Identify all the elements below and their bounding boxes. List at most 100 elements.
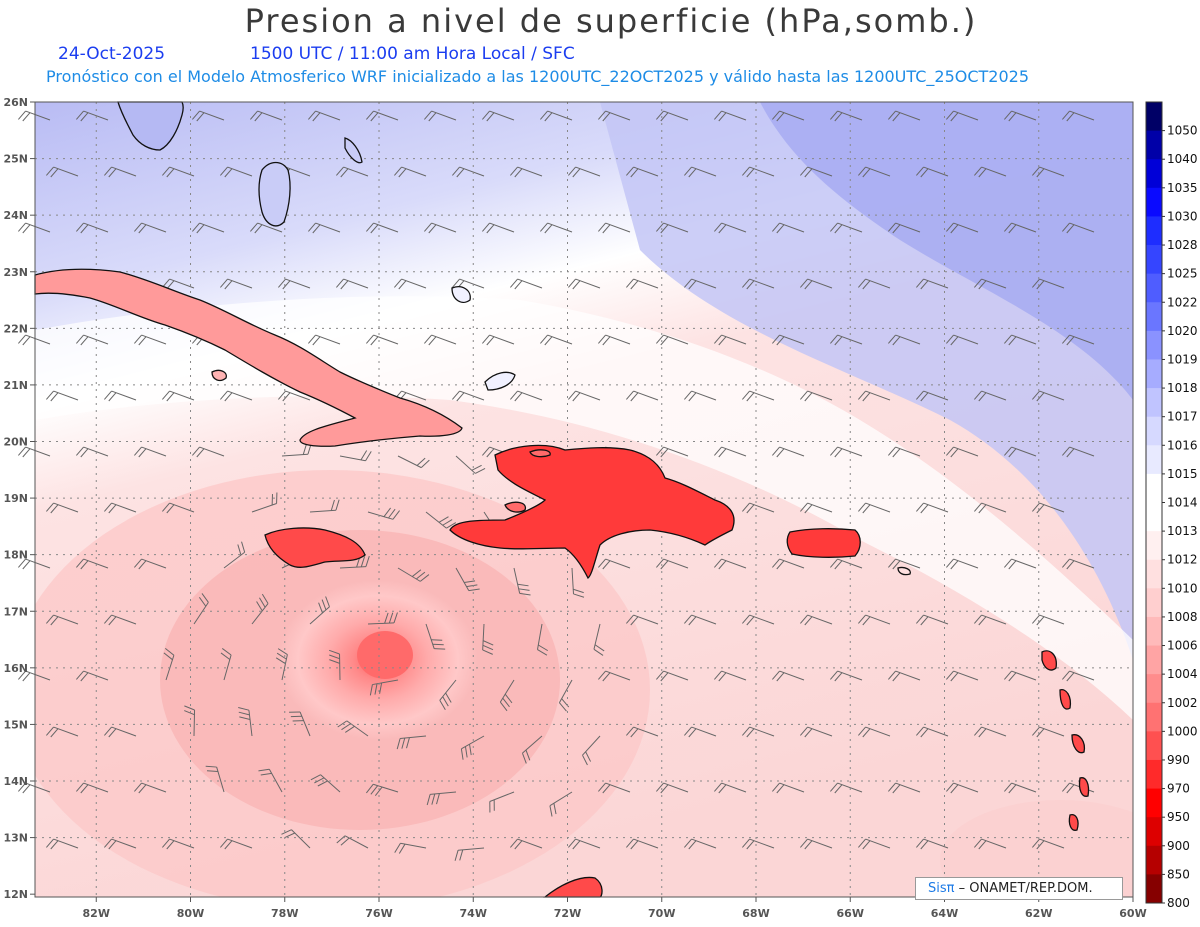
wind-barb <box>946 670 979 682</box>
valid-time: 1500 UTC / 11:00 am Hora Local / SFC <box>250 44 575 64</box>
lat-lon-grid <box>35 102 1133 897</box>
wind-barb <box>916 166 949 178</box>
wind-barb <box>499 679 515 712</box>
wind-barb <box>568 278 601 290</box>
wind-barb <box>162 390 195 402</box>
wind-barb <box>742 614 775 626</box>
wind-barb <box>238 707 253 737</box>
wind-barb <box>742 726 775 738</box>
wind-barb <box>540 334 573 346</box>
wind-barb <box>220 838 253 850</box>
wind-barb <box>18 782 51 794</box>
wind-barb <box>656 110 689 122</box>
wind-barb <box>250 222 283 234</box>
wind-barb <box>220 390 253 402</box>
wind-barb <box>946 222 979 234</box>
wind-barb <box>772 670 805 682</box>
colorbar-label: 1040 <box>1167 152 1198 166</box>
wind-barb <box>858 278 891 290</box>
wind-barb <box>76 334 109 346</box>
colorbar-label: 1016 <box>1167 438 1198 452</box>
wind-barb <box>337 720 369 737</box>
colorbar-label: 1012 <box>1167 553 1198 567</box>
wind-barb <box>308 334 341 346</box>
wind-barb <box>394 842 427 854</box>
colorbar-label: 1013 <box>1167 524 1198 538</box>
wind-barb <box>684 614 717 626</box>
wind-barb <box>46 726 79 738</box>
lat-label: 26N <box>3 96 28 109</box>
colorbar-label: 1010 <box>1167 581 1198 595</box>
wind-barb <box>1004 670 1037 682</box>
lon-label: 66W <box>837 907 864 920</box>
wind-barb <box>394 278 427 290</box>
wind-barb <box>830 782 863 794</box>
wind-barb <box>460 735 485 760</box>
wind-barb <box>742 390 775 402</box>
wind-barb <box>772 334 805 346</box>
wind-barb <box>162 502 195 514</box>
wind-barb <box>193 593 209 625</box>
wind-barb <box>278 390 311 402</box>
wind-barb <box>278 278 311 290</box>
wind-barb <box>800 502 833 514</box>
wind-barb <box>1062 222 1095 234</box>
wind-barb <box>974 390 1007 402</box>
wind-barb <box>396 735 427 750</box>
colorbar-label: 990 <box>1167 753 1190 767</box>
wind-barb <box>1004 446 1037 458</box>
wind-barb <box>540 110 573 122</box>
wind-barb <box>888 334 921 346</box>
wind-barb <box>598 670 631 682</box>
wind-barb <box>424 334 457 346</box>
colorbar-swatch <box>1146 759 1162 790</box>
lat-label: 24N <box>3 209 28 222</box>
wind-barb <box>482 110 515 122</box>
southeast-pink <box>940 800 1133 897</box>
wind-barb <box>888 670 921 682</box>
wind-barb <box>489 791 515 813</box>
colorbar-swatch <box>1146 359 1162 389</box>
wind-barb <box>858 614 891 626</box>
colorbar-swatch <box>1146 445 1162 475</box>
wind-barb <box>162 166 195 178</box>
wind-barb <box>366 334 399 346</box>
wind-barb <box>134 222 167 234</box>
wind-barb <box>336 166 369 178</box>
wind-barb <box>598 334 631 346</box>
wind-barb <box>888 446 921 458</box>
wind-barb <box>482 334 515 346</box>
wind-barb <box>452 166 485 178</box>
wind-barb <box>104 614 137 626</box>
wind-barb <box>369 679 399 696</box>
eleuthera <box>344 137 363 164</box>
wind-barb <box>426 791 457 806</box>
wind-barb <box>916 726 949 738</box>
wind-barb <box>830 558 863 570</box>
wind-barb <box>18 334 51 346</box>
wind-barb <box>510 278 543 290</box>
colorbar-swatch <box>1146 788 1162 818</box>
wind-barb <box>510 390 543 402</box>
florida <box>117 101 184 151</box>
wind-barb <box>1062 334 1095 346</box>
wind-barb <box>946 110 979 122</box>
colorbar-label: 1022 <box>1167 295 1198 309</box>
wind-barb <box>1032 502 1065 514</box>
wind-barb <box>888 110 921 122</box>
wind-barb <box>974 502 1007 514</box>
wind-barb <box>184 705 196 737</box>
wind-barb <box>916 838 949 850</box>
coastlines <box>34 101 1090 898</box>
wind-barb <box>714 782 747 794</box>
wind-barb <box>510 838 543 850</box>
lon-label: 62W <box>1025 907 1052 920</box>
wind-barb <box>656 782 689 794</box>
colorbar-label: 1015 <box>1167 467 1198 481</box>
wind-barb <box>1062 670 1095 682</box>
wind-barb <box>656 558 689 570</box>
isle-of-youth <box>211 369 227 382</box>
wind-barb <box>598 782 631 794</box>
cuba <box>34 268 463 447</box>
bahamas-southeast <box>451 286 471 303</box>
